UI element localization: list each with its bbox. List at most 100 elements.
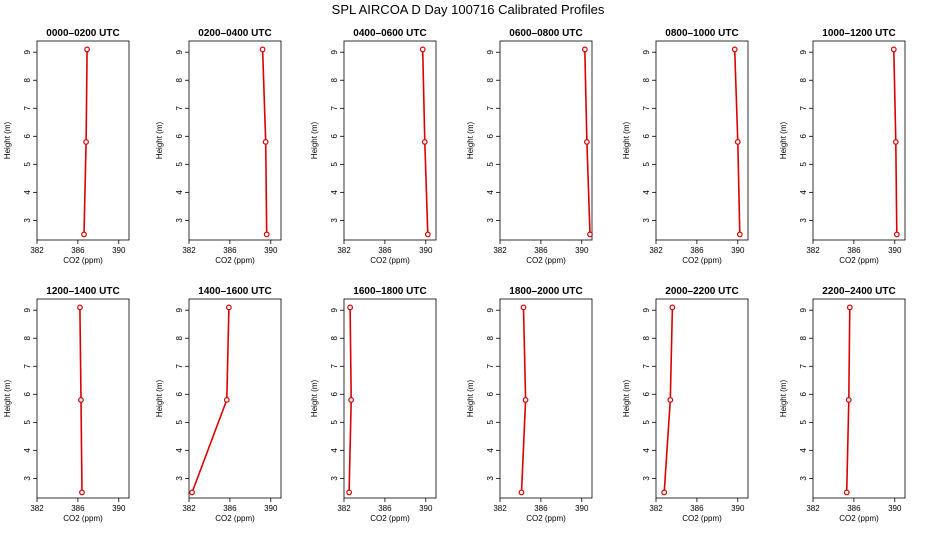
data-point — [263, 231, 270, 238]
data-point — [347, 304, 354, 311]
panel-title: 1200–1400 UTC — [46, 286, 119, 297]
y-tick-label: 3 — [23, 218, 32, 223]
y-tick-label: 3 — [486, 218, 495, 223]
x-tick-label: 390 — [112, 246, 126, 255]
plot-frame — [499, 40, 593, 241]
plot-frame — [499, 298, 593, 499]
x-tick-label: 390 — [731, 246, 745, 255]
data-point — [669, 304, 676, 311]
y-axis-label: Height (m) — [155, 121, 164, 159]
y-tick-label: 7 — [23, 105, 32, 110]
data-point — [81, 231, 87, 238]
y-tick-label: 9 — [175, 307, 184, 312]
y-axis-label: Height (m) — [310, 121, 319, 159]
x-tick-label: 390 — [575, 246, 589, 255]
y-tick-label: 8 — [486, 77, 495, 82]
y-tick-label: 3 — [642, 218, 651, 223]
y-tick-label: 9 — [642, 49, 651, 54]
y-tick-label: 3 — [175, 218, 184, 223]
y-tick-label: 4 — [330, 448, 339, 453]
y-axis-label: Height (m) — [3, 121, 12, 159]
x-axis-label: CO2 (ppm) — [839, 514, 879, 523]
y-tick-label: 7 — [642, 363, 651, 368]
y-tick-label: 6 — [330, 134, 339, 139]
x-tick-label: 390 — [419, 504, 433, 513]
data-point — [846, 304, 853, 311]
plot-frame — [188, 40, 282, 241]
x-tick-label: 386 — [223, 504, 237, 513]
y-axis-label: Height (m) — [310, 379, 319, 417]
panel-title: 0200–0400 UTC — [198, 28, 271, 39]
y-tick-label: 6 — [23, 134, 32, 139]
y-tick-label: 3 — [330, 476, 339, 481]
y-tick-label: 7 — [486, 105, 495, 110]
data-point — [84, 46, 90, 53]
y-axis-label: Height (m) — [466, 121, 475, 159]
profile-panel-6: 1000–1200 UTC 382 386 390 CO2 (ppm) 3 4 5 6 7 8 9 He… — [779, 28, 906, 265]
profile-panel-1: 0000–0200 UTC 382 386 390 CO2 (ppm) 3 4 5 6 7 8 9 He… — [3, 28, 130, 265]
y-tick-label: 6 — [799, 134, 808, 139]
y-tick-label: 3 — [799, 476, 808, 481]
profile-line — [191, 307, 230, 493]
x-tick-label: 386 — [534, 246, 548, 255]
y-tick-label: 3 — [642, 476, 651, 481]
y-tick-label: 7 — [330, 105, 339, 110]
x-tick-label: 386 — [71, 504, 85, 513]
x-axis-label: CO2 (ppm) — [215, 514, 255, 523]
data-point — [189, 489, 195, 496]
y-tick-label: 4 — [799, 190, 808, 195]
plot-frame — [36, 40, 130, 241]
y-axis-label: Height (m) — [779, 379, 788, 417]
data-point — [518, 489, 525, 496]
profile-panel-8: 1400–1600 UTC 382 386 390 CO2 (ppm) 3 4 5 6 7 8 9 He… — [155, 286, 282, 523]
panel-title: 0600–0800 UTC — [509, 28, 582, 39]
y-tick-label: 8 — [175, 335, 184, 340]
y-tick-label: 9 — [23, 49, 32, 54]
profile-panel-3: 0400–0600 UTC 382 386 390 CO2 (ppm) 3 4 5 6 7 8 9 He… — [310, 28, 437, 265]
data-point — [522, 397, 529, 403]
y-tick-label: 6 — [330, 392, 339, 397]
x-tick-label: 382 — [493, 246, 507, 255]
x-axis-label: CO2 (ppm) — [215, 256, 255, 265]
y-tick-label: 9 — [23, 307, 32, 312]
data-point — [736, 231, 743, 238]
panel-title: 0800–1000 UTC — [665, 28, 738, 39]
y-tick-label: 3 — [330, 218, 339, 223]
x-tick-label: 390 — [731, 504, 745, 513]
x-axis-label: CO2 (ppm) — [682, 256, 722, 265]
profile-panel-4: 0600–0800 UTC 382 386 390 CO2 (ppm) 3 4 5 6 7 8 9 He… — [466, 28, 593, 265]
profile-panel-10: 1800–2000 UTC 382 386 390 CO2 (ppm) 3 4 5 6 7 8 9 He… — [466, 286, 593, 523]
data-point — [421, 139, 428, 145]
y-tick-label: 9 — [330, 307, 339, 312]
y-tick-label: 5 — [23, 162, 32, 167]
y-tick-label: 3 — [23, 476, 32, 481]
x-tick-label: 390 — [888, 504, 902, 513]
y-tick-label: 4 — [175, 190, 184, 195]
x-axis-label: CO2 (ppm) — [526, 256, 566, 265]
y-tick-label: 5 — [799, 420, 808, 425]
data-point — [77, 304, 83, 311]
y-tick-label: 4 — [799, 448, 808, 453]
data-point — [83, 139, 89, 145]
plot-frame — [36, 298, 130, 499]
plot-frame — [812, 40, 906, 241]
x-tick-label: 382 — [649, 246, 663, 255]
y-tick-label: 8 — [642, 335, 651, 340]
y-tick-label: 7 — [175, 363, 184, 368]
y-axis-label: Height (m) — [622, 379, 631, 417]
data-point — [78, 397, 84, 403]
y-tick-label: 6 — [23, 392, 32, 397]
plot-frame — [812, 298, 906, 499]
y-tick-label: 8 — [799, 335, 808, 340]
data-point — [667, 397, 674, 403]
y-tick-label: 3 — [175, 476, 184, 481]
y-tick-label: 8 — [486, 335, 495, 340]
x-tick-label: 386 — [534, 504, 548, 513]
x-axis-label: CO2 (ppm) — [682, 514, 722, 523]
x-tick-label: 382 — [806, 504, 820, 513]
data-point — [892, 139, 899, 145]
panel-title: 2000–2200 UTC — [665, 286, 738, 297]
y-tick-label: 6 — [175, 392, 184, 397]
x-tick-label: 386 — [223, 246, 237, 255]
y-tick-label: 3 — [799, 218, 808, 223]
